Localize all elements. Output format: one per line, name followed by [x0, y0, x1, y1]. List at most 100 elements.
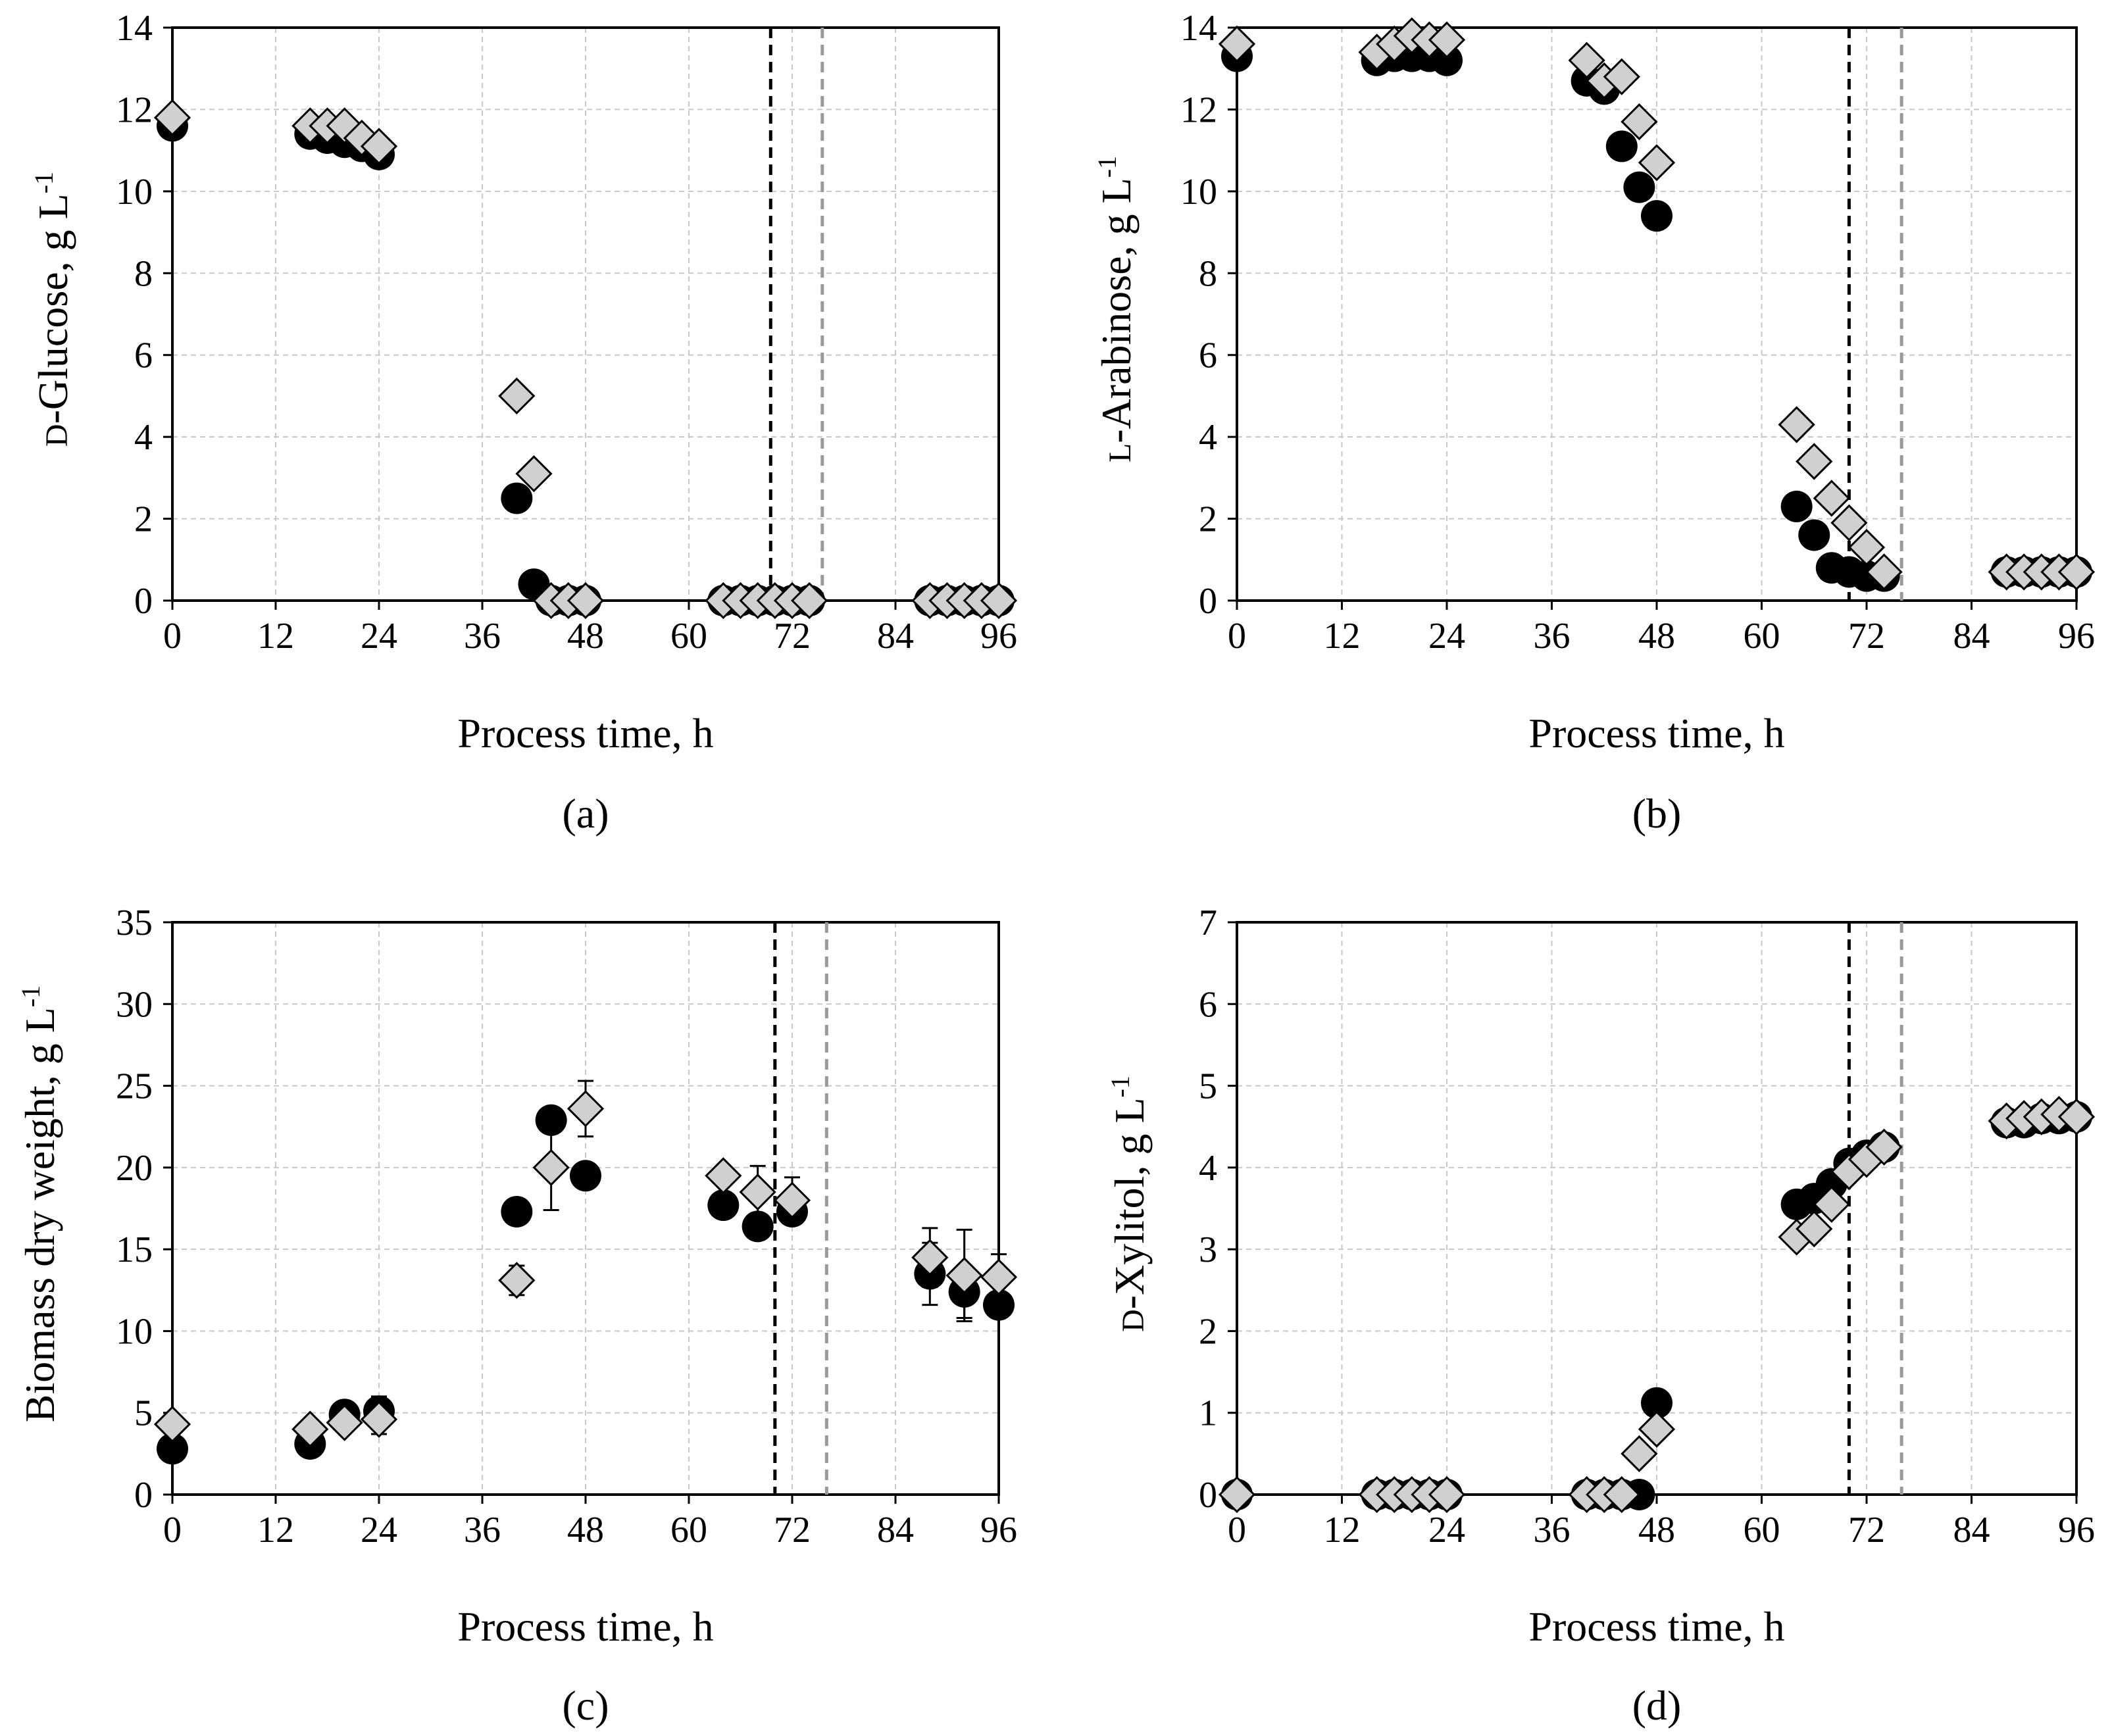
y-tick-label: 14	[1180, 8, 1217, 49]
diamond-point	[1796, 1210, 1833, 1248]
y-tick-label: 0	[1199, 1475, 1217, 1516]
diamond-point	[498, 377, 536, 415]
caption-b: (b)	[1632, 790, 1682, 837]
x-tick-label: 48	[1638, 616, 1675, 657]
diamond-point	[1865, 553, 1903, 591]
diamond-point	[2057, 1098, 2096, 1135]
caption-a: (a)	[562, 790, 609, 837]
diamond-point	[773, 1181, 811, 1219]
circle-point	[1798, 519, 1830, 551]
diamond-point	[739, 1174, 776, 1211]
x-tick-label: 12	[257, 1510, 294, 1550]
x-tick-label: 12	[257, 616, 294, 657]
y-tick-label: 0	[134, 1475, 153, 1516]
diamond-point	[911, 1239, 949, 1276]
y-tick-label: 7	[1199, 903, 1217, 943]
y-axis-label-a: D-Glucose, g L-1	[29, 172, 76, 447]
x-tick-label: 96	[980, 616, 1017, 657]
diamond-point	[1621, 103, 1658, 141]
diamond-point	[791, 582, 828, 620]
diamond-point	[1218, 25, 1256, 63]
x-tick-label: 0	[1228, 1510, 1246, 1550]
x-tick-label: 60	[1744, 616, 1780, 657]
diamond-point	[291, 1410, 329, 1448]
diamond-point	[2057, 553, 2096, 591]
x-tick-label: 36	[1534, 616, 1571, 657]
x-tick-label: 60	[670, 1510, 707, 1550]
x-tick-label: 96	[2058, 616, 2095, 657]
y-tick-label: 10	[116, 172, 153, 212]
circle-point	[1641, 1387, 1672, 1419]
diamond-point	[153, 1405, 191, 1443]
y-tick-label: 3	[1199, 1229, 1217, 1270]
circle-point	[983, 1289, 1015, 1321]
diamond-point	[1865, 1128, 1903, 1166]
y-tick-label: 8	[134, 253, 153, 294]
x-tick-label: 84	[1953, 1510, 1990, 1550]
y-tick-label: 10	[1180, 172, 1217, 212]
x-tick-label: 72	[774, 1510, 811, 1550]
diamond-point	[1621, 1435, 1658, 1472]
x-tick-label: 60	[1744, 1510, 1780, 1550]
y-tick-label: 6	[134, 335, 153, 376]
diamond-point	[498, 1262, 536, 1299]
diamond-point	[1428, 21, 1466, 59]
y-tick-label: 8	[1199, 253, 1217, 294]
x-tick-label: 0	[163, 616, 182, 657]
y-tick-label: 4	[1199, 1148, 1217, 1189]
y-tick-label: 1	[1199, 1393, 1217, 1434]
y-tick-label: 30	[116, 984, 153, 1025]
x-tick-label: 60	[670, 616, 707, 657]
y-tick-label: 2	[1199, 499, 1217, 540]
x-tick-label: 48	[567, 1510, 604, 1550]
diamond-point	[1603, 1476, 1640, 1514]
caption-c: (c)	[562, 1682, 609, 1729]
y-tick-label: 5	[1199, 1066, 1217, 1107]
x-axis-label-d: Process time, h	[1528, 1603, 1784, 1650]
diamond-point	[980, 1258, 1018, 1296]
x-tick-label: 0	[1228, 616, 1246, 657]
x-tick-label: 24	[1428, 1510, 1465, 1550]
diamond-point	[1813, 480, 1850, 517]
y-tick-label: 2	[134, 499, 153, 540]
chart-b: Process time, h (b) L-Arabinose, g L-1 0…	[1092, 8, 2096, 837]
y-tick-label: 4	[1199, 417, 1217, 458]
x-tick-label: 72	[1848, 1510, 1885, 1550]
diamond-point	[705, 1157, 742, 1195]
circle-point	[1641, 200, 1672, 232]
diamond-point	[1218, 1476, 1256, 1514]
circle-point	[501, 482, 533, 514]
diamond-point	[1603, 58, 1640, 95]
y-tick-label: 25	[116, 1066, 153, 1107]
circle-point	[1605, 130, 1638, 162]
caption-d: (d)	[1632, 1682, 1682, 1729]
diamond-point	[360, 1401, 398, 1438]
diamond-point	[1638, 144, 1676, 182]
y-tick-label: 6	[1199, 335, 1217, 376]
y-axis-label-c: Biomass dry weight, g L-1	[16, 985, 63, 1422]
circle-point	[1431, 44, 1463, 76]
y-tick-label: 2	[1199, 1311, 1217, 1352]
y-tick-label: 12	[1180, 89, 1217, 130]
x-tick-label: 12	[1324, 616, 1361, 657]
circle-point	[707, 1189, 740, 1222]
diamond-point	[1848, 529, 1886, 566]
x-axis-label-b: Process time, h	[1528, 710, 1784, 756]
diamond-point	[360, 128, 398, 165]
diamond-point	[566, 1090, 605, 1128]
diamond-point	[153, 99, 191, 136]
y-tick-label: 5	[134, 1393, 153, 1434]
x-tick-label: 0	[163, 1510, 182, 1550]
y-tick-label: 10	[116, 1311, 153, 1352]
diamond-point	[1568, 41, 1605, 79]
x-tick-label: 24	[361, 616, 397, 657]
x-tick-label: 72	[774, 616, 811, 657]
x-tick-label: 36	[1534, 1510, 1571, 1550]
chart-a: Process time, h (a) D-Glucose, g L-1 024…	[29, 8, 1018, 837]
diamond-point	[1796, 443, 1833, 480]
x-tick-label: 48	[567, 616, 604, 657]
diamond-point	[980, 582, 1018, 620]
chart-d: Process time, h (d) D-Xylitol, g L-1 012…	[1105, 903, 2096, 1729]
diamond-point	[515, 455, 553, 493]
x-tick-label: 24	[1428, 616, 1465, 657]
